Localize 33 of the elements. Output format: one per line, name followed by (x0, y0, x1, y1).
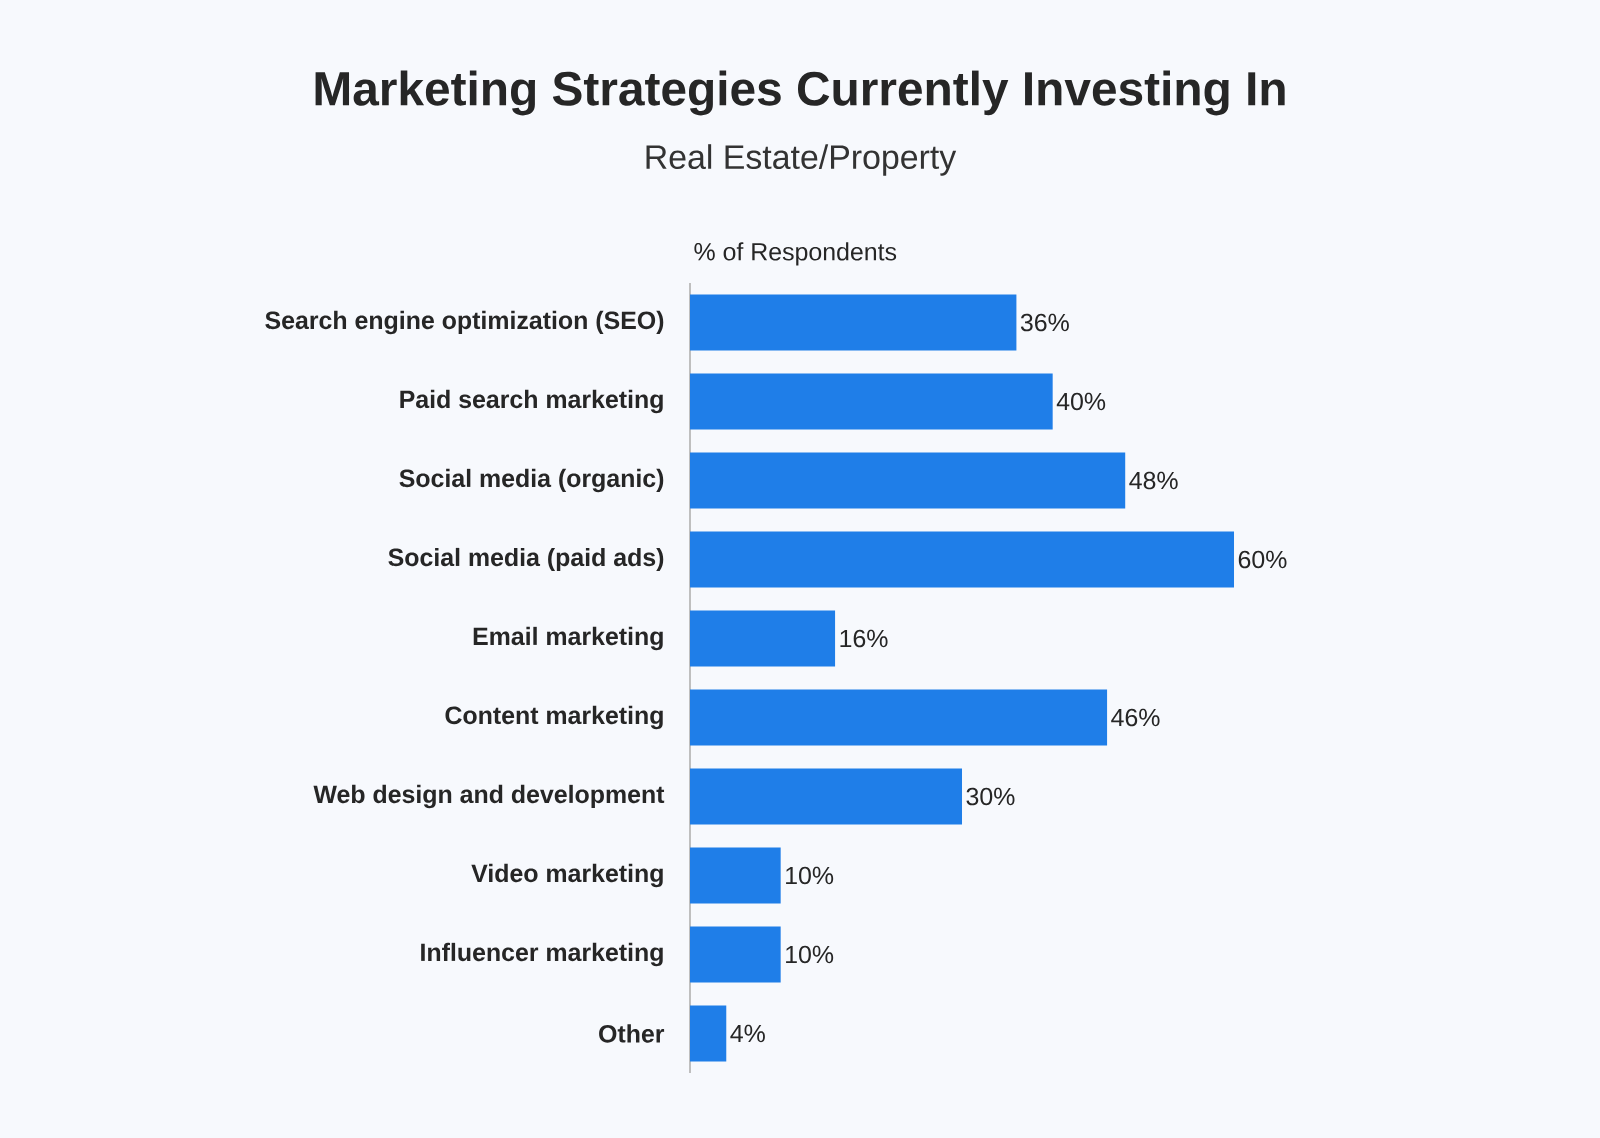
data-label: 36% (1020, 313, 1069, 332)
data-label: 30% (966, 787, 1015, 806)
x-axis-title: % of Respondents (694, 242, 897, 266)
data-label: 4% (730, 1024, 765, 1043)
bar (690, 610, 836, 667)
data-label: 16% (840, 629, 888, 648)
data-label: 48% (1129, 471, 1178, 490)
chart-title: Marketing Strategies Currently Investing In (315, 70, 1285, 116)
bar (690, 373, 1053, 430)
y-tick-label: Search engine optimization (SEO) (265, 310, 664, 335)
bar (690, 689, 1108, 746)
y-tick-label: Social media (organic) (399, 468, 664, 493)
y-tick-label: Web design and development (313, 784, 665, 809)
bar (690, 1005, 727, 1062)
y-tick-label: Influencer marketing (421, 942, 663, 967)
bar (690, 768, 963, 825)
data-label: 46% (1111, 708, 1160, 727)
bar (690, 294, 1017, 351)
y-tick-label: Paid search marketing (400, 389, 663, 414)
y-tick-label: Video marketing (471, 863, 663, 888)
bar (690, 531, 1235, 588)
data-label: 10% (786, 945, 834, 964)
bar (690, 847, 781, 904)
y-tick-label: Email marketing (473, 626, 663, 651)
chart-subtitle: Real Estate/Property (646, 144, 957, 176)
bar (690, 452, 1126, 509)
data-label: 10% (786, 866, 834, 885)
data-label: 40% (1056, 392, 1106, 411)
y-tick-label: Other (599, 1024, 665, 1043)
y-tick-label: Social media (paid ads) (388, 547, 664, 572)
bar (690, 926, 781, 983)
y-tick-label: Content marketing (445, 705, 663, 730)
data-label: 60% (1238, 550, 1287, 569)
